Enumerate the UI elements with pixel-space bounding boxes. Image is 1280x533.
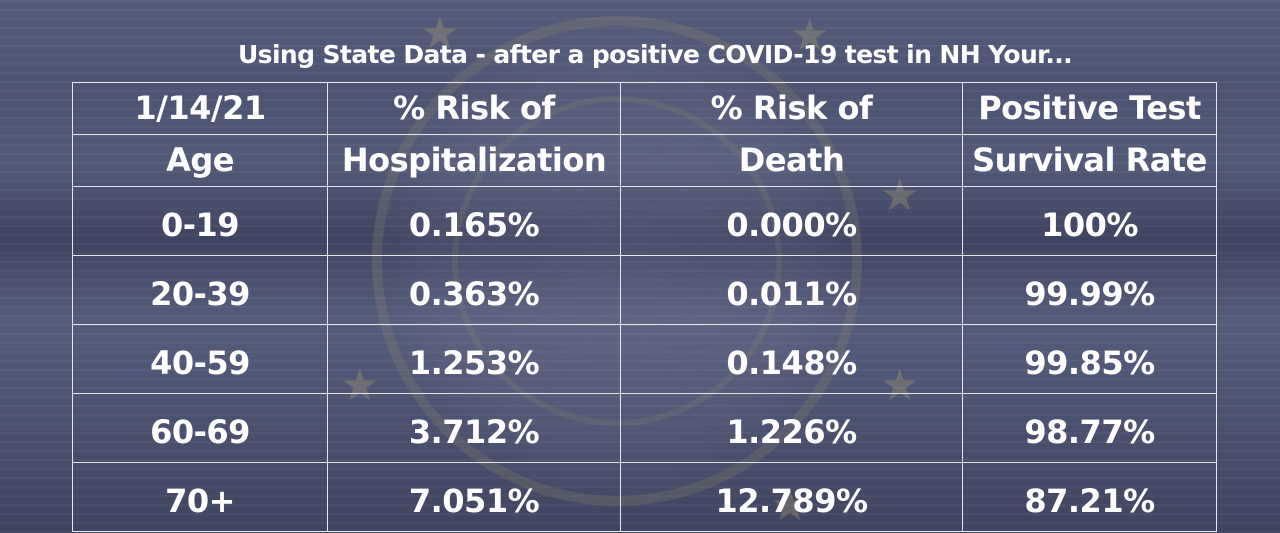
page-title: Using State Data - after a positive COVI… [237,40,1073,69]
header-survival: Positive Test [962,82,1217,135]
age-cell: 20-39 [72,255,328,325]
hosp-risk-cell: 7.051% [327,462,621,532]
header-death: Death [620,134,963,187]
header-hospitalization: Hospitalization [327,134,621,187]
survival-rate-cell: 98.77% [962,393,1217,463]
age-cell: 40-59 [72,324,328,394]
header-age: Age [72,134,328,187]
hosp-risk-cell: 0.363% [327,255,621,325]
age-cell: 0-19 [72,186,328,256]
table-row: 0-19 0.165% 0.000% 100% [72,186,1217,256]
survival-rate-cell: 99.85% [962,324,1217,394]
age-cell: 60-69 [72,393,328,463]
death-risk-cell: 0.011% [620,255,963,325]
age-cell: 70+ [72,462,328,532]
survival-rate-cell: 99.99% [962,255,1217,325]
death-risk-cell: 0.000% [620,186,963,256]
header-row: 1/14/21 % Risk of % Risk of Positive Tes… [72,82,1217,135]
star-icon: ★ [420,8,460,59]
death-risk-cell: 0.148% [620,324,963,394]
header-death-risk: % Risk of [620,82,963,135]
star-icon: ★ [790,10,830,61]
survival-rate-cell: 100% [962,186,1217,256]
hosp-risk-cell: 3.712% [327,393,621,463]
table-row: 70+ 7.051% 12.789% 87.21% [72,462,1217,532]
death-risk-cell: 1.226% [620,393,963,463]
hosp-risk-cell: 1.253% [327,324,621,394]
header-hosp-risk: % Risk of [327,82,621,135]
survival-rate-cell: 87.21% [962,462,1217,532]
header-survival-rate: Survival Rate [962,134,1217,187]
table-row: 40-59 1.253% 0.148% 99.85% [72,324,1217,394]
covid-risk-table: 1/14/21 % Risk of % Risk of Positive Tes… [72,82,1217,532]
table-row: 20-39 0.363% 0.011% 99.99% [72,255,1217,325]
header-date: 1/14/21 [72,82,328,135]
hosp-risk-cell: 0.165% [327,186,621,256]
header-row: Age Hospitalization Death Survival Rate [72,134,1217,187]
death-risk-cell: 12.789% [620,462,963,532]
table-row: 60-69 3.712% 1.226% 98.77% [72,393,1217,463]
